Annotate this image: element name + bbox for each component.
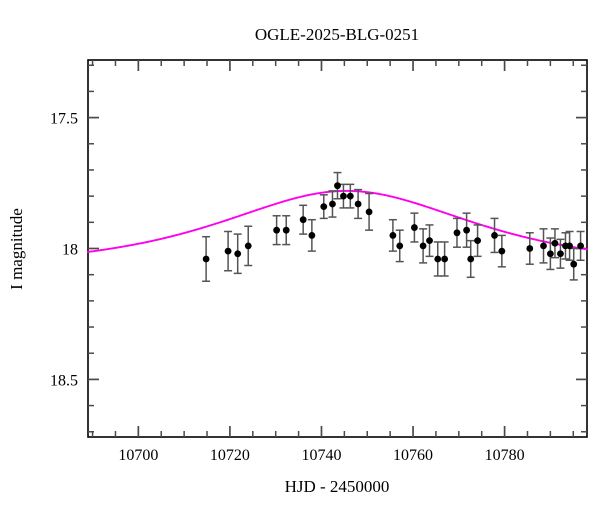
data-point — [577, 242, 584, 250]
x-tick-label: 10700 — [118, 447, 158, 464]
x-axis-title: HJD - 2450000 — [285, 477, 390, 496]
data-point — [474, 237, 481, 245]
data-point — [340, 192, 347, 200]
chart-title: OGLE-2025-BLG-0251 — [255, 25, 419, 44]
y-tick-label: 17.5 — [50, 111, 78, 128]
x-tick-label: 10720 — [210, 447, 250, 464]
data-point — [419, 242, 427, 250]
data-point — [334, 182, 341, 190]
data-point — [434, 255, 442, 263]
data-point — [491, 232, 498, 239]
data-point — [329, 200, 336, 208]
model-curve-line — [87, 189, 588, 253]
data-point — [244, 242, 252, 250]
data-point — [354, 200, 362, 208]
data-point — [546, 250, 554, 258]
data-point — [320, 203, 328, 211]
data-errorbars — [202, 171, 585, 282]
plot-frame — [87, 59, 588, 438]
data-point — [346, 192, 354, 200]
data-point — [224, 247, 232, 255]
y-axis-tick-labels: 17.5 18 18.5 — [50, 111, 78, 390]
data-point — [308, 232, 316, 239]
x-tick-label: 10740 — [301, 447, 341, 464]
y-tick-label: 18.5 — [50, 372, 78, 389]
data-point — [282, 226, 290, 234]
data-point — [396, 242, 404, 250]
y-axis-ticks — [88, 64, 587, 433]
y-tick-label: 18 — [62, 242, 78, 259]
data-point — [202, 255, 210, 263]
data-point — [441, 255, 449, 263]
data-point — [453, 229, 461, 237]
x-tick-label: 10760 — [393, 447, 433, 464]
data-point — [526, 245, 534, 252]
data-point — [299, 216, 307, 224]
data-point — [551, 239, 559, 247]
data-point — [498, 247, 506, 255]
data-point — [365, 208, 373, 216]
x-axis-ticks — [91, 60, 575, 437]
data-point — [273, 226, 281, 234]
data-point — [540, 242, 547, 250]
data-point — [566, 242, 574, 250]
data-point — [557, 250, 564, 258]
data-points — [202, 182, 584, 268]
data-point — [389, 232, 397, 239]
x-tick-label: 10780 — [485, 447, 525, 464]
data-point — [570, 260, 578, 268]
x-axis-tick-labels: 10700 10720 10740 10760 10780 — [118, 447, 524, 464]
data-point — [467, 255, 475, 263]
y-axis-title: I magnitude — [7, 208, 26, 290]
data-point — [426, 237, 433, 245]
data-point — [234, 250, 242, 258]
data-point — [463, 226, 470, 234]
data-point — [411, 224, 418, 231]
